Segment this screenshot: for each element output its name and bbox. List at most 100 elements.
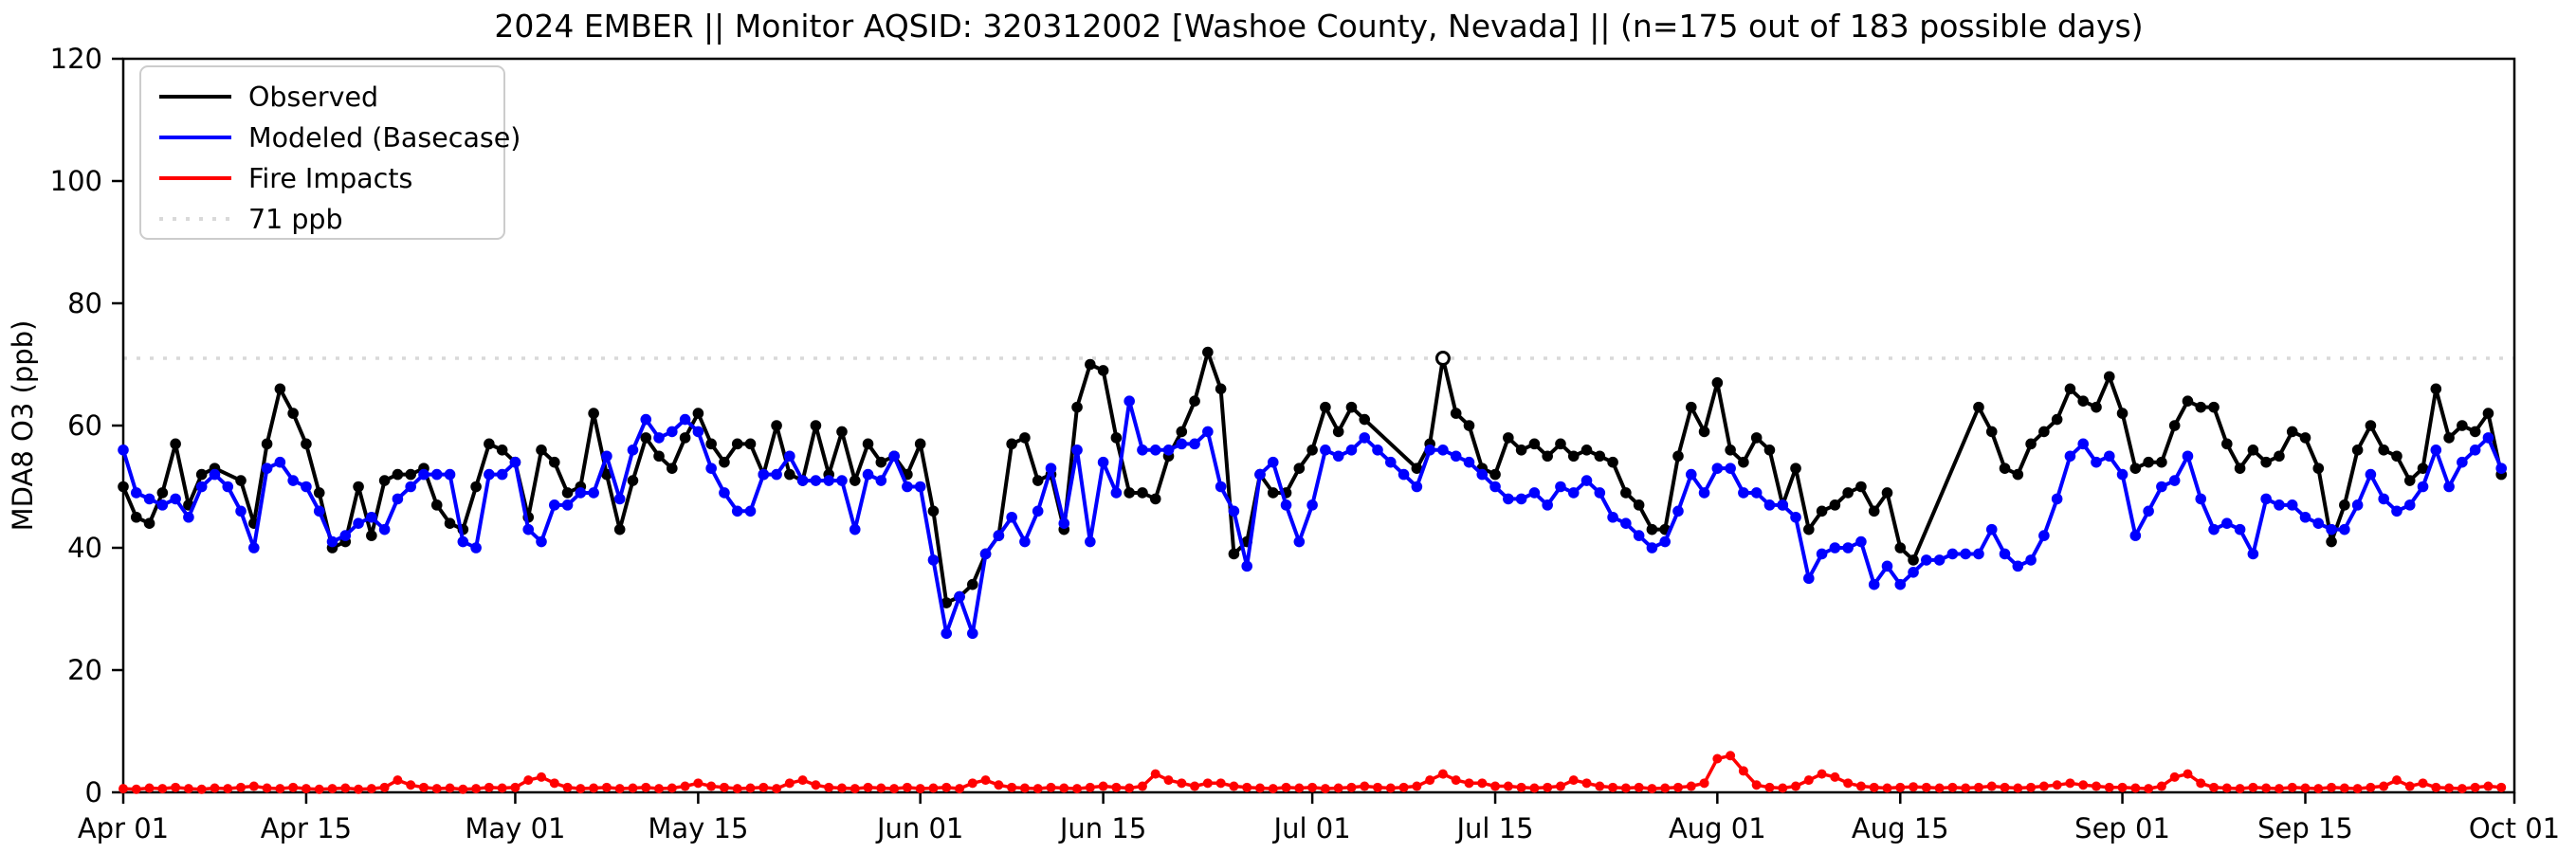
marker <box>1763 445 1776 456</box>
marker <box>1059 783 1069 793</box>
marker <box>680 781 690 791</box>
marker <box>1476 468 1489 481</box>
marker <box>667 426 678 438</box>
marker <box>1542 499 1553 511</box>
marker <box>1437 769 1448 779</box>
marker <box>2247 445 2259 456</box>
marker <box>2430 383 2442 395</box>
marker <box>1842 487 1854 499</box>
marker <box>1241 560 1253 572</box>
y-tick-label: 40 <box>67 532 102 564</box>
marker <box>2496 782 2507 792</box>
marker <box>2457 420 2468 431</box>
marker <box>1698 487 1710 499</box>
marker <box>1712 753 1723 764</box>
marker <box>1568 775 1579 786</box>
marker <box>1528 487 1541 499</box>
marker <box>1032 505 1044 517</box>
marker <box>1085 782 1095 792</box>
series-line-observed <box>121 350 2504 605</box>
marker <box>627 445 639 456</box>
marker <box>849 523 861 535</box>
chart-title: 2024 EMBER || Monitor AQSID: 320312002 [… <box>494 8 2144 45</box>
marker <box>2260 493 2272 505</box>
marker <box>941 782 952 792</box>
x-tick-label: Jul 15 <box>1454 812 1533 844</box>
y-tick-label: 60 <box>67 409 102 442</box>
marker <box>1425 775 1435 786</box>
marker <box>1072 784 1083 794</box>
marker <box>2247 548 2259 560</box>
marker <box>1411 463 1423 474</box>
marker <box>119 784 128 794</box>
marker <box>378 523 391 535</box>
marker <box>1659 535 1672 548</box>
marker <box>850 784 860 794</box>
marker <box>1032 784 1043 794</box>
marker <box>223 784 233 794</box>
marker <box>1803 523 1815 535</box>
marker <box>1137 487 1148 499</box>
y-tick-label: 120 <box>50 43 102 75</box>
marker <box>902 481 913 493</box>
marker <box>679 413 691 426</box>
marker <box>353 517 364 529</box>
marker <box>444 468 456 481</box>
marker <box>2443 432 2455 444</box>
marker <box>1137 781 1147 791</box>
marker <box>405 468 416 481</box>
marker <box>1085 358 1096 371</box>
x-tick-label: Aug 01 <box>1669 812 1766 844</box>
marker <box>641 782 651 792</box>
marker <box>2261 783 2272 793</box>
marker <box>1881 560 1893 572</box>
marker <box>2274 784 2284 794</box>
marker <box>1254 783 1265 793</box>
marker <box>2287 782 2297 792</box>
marker <box>1085 535 1096 548</box>
marker <box>144 783 155 793</box>
marker <box>548 456 560 468</box>
marker <box>1280 499 1292 511</box>
marker <box>2169 771 2180 782</box>
marker <box>549 778 559 789</box>
marker <box>2286 426 2298 438</box>
marker <box>1633 499 1645 511</box>
marker <box>1738 487 1749 499</box>
marker <box>1778 783 1788 793</box>
marker <box>1961 783 1971 793</box>
marker <box>1594 450 1606 463</box>
y-tick-label: 20 <box>67 654 102 686</box>
marker <box>966 627 978 640</box>
marker <box>2391 775 2402 786</box>
marker <box>1124 783 1135 793</box>
marker <box>1385 783 1396 793</box>
marker <box>2417 463 2429 474</box>
marker <box>640 413 652 426</box>
marker <box>340 783 351 793</box>
marker <box>1268 784 1278 794</box>
marker <box>430 499 443 511</box>
marker <box>2156 781 2166 791</box>
marker <box>418 782 429 792</box>
marker <box>2168 420 2181 431</box>
marker <box>2221 438 2233 450</box>
marker <box>1620 487 1632 499</box>
marker <box>536 535 547 548</box>
marker <box>1555 781 1565 791</box>
marker <box>1725 445 1736 456</box>
marker <box>2130 783 2141 793</box>
marker <box>248 781 259 791</box>
marker <box>2038 530 2050 541</box>
marker <box>796 475 809 486</box>
marker <box>1150 769 1160 779</box>
marker <box>2365 468 2377 481</box>
marker <box>1580 445 1593 456</box>
marker <box>131 784 141 794</box>
marker <box>1189 438 1200 450</box>
marker <box>2129 463 2142 474</box>
marker <box>1503 493 1514 505</box>
marker <box>2077 438 2090 450</box>
marker <box>1791 781 1801 791</box>
marker <box>1803 775 1814 786</box>
